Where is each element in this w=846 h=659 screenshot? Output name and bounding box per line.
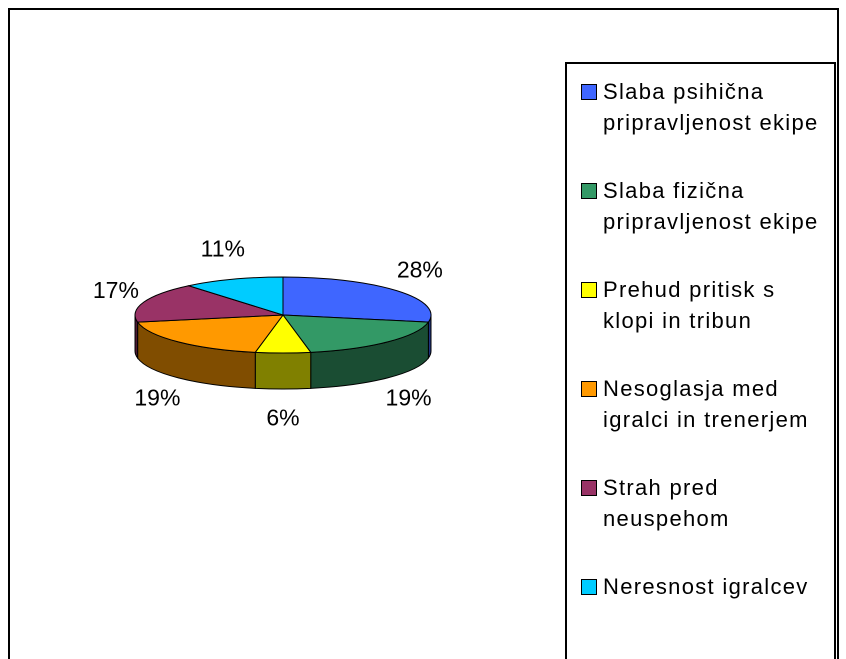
legend-item: Neresnost igralcev [581, 571, 834, 659]
data-label: 19% [386, 384, 432, 410]
slice [134, 285, 284, 323]
legend-item: Prehud pritisk s klopi in tribun [581, 274, 834, 373]
data-label: 28% [397, 256, 443, 282]
legend-item: Slaba fizična pripravljenost ekipe [581, 175, 834, 274]
legend-label: Prehud pritisk s klopi in tribun [603, 277, 776, 333]
legend-swatch [581, 183, 597, 199]
slice [136, 314, 285, 353]
legend-label: Nesoglasja med igralci in trenerjem [603, 376, 809, 432]
data-label: 17% [93, 277, 139, 303]
legend-item: Nesoglasja med igralci in trenerjem [581, 373, 834, 472]
data-label: 19% [134, 384, 180, 410]
legend-label: Strah pred neuspehom [603, 475, 730, 531]
legend-swatch [581, 282, 597, 298]
chart-border [8, 8, 839, 659]
slice [281, 314, 430, 353]
legend: Slaba psihična pripravljenost ekipe Slaba… [565, 62, 836, 659]
legend-label: Slaba fizična pripravljenost ekipe [603, 178, 819, 234]
data-label: 6% [266, 404, 299, 430]
legend-item: Slaba psihična pripravljenost ekipe [581, 76, 834, 175]
data-label: 11% [201, 236, 245, 262]
legend-swatch [581, 381, 597, 397]
legend-label: Neresnost igralcev [603, 574, 809, 599]
legend-swatch [581, 84, 597, 100]
legend-item: Strah pred neuspehom [581, 472, 834, 571]
slice-side [254, 351, 312, 390]
legend-label: Slaba psihična pripravljenost ekipe [603, 79, 819, 135]
slice [282, 276, 432, 323]
legend-swatch [581, 579, 597, 595]
legend-swatch [581, 480, 597, 496]
pie: 28% 19% 6% 19% 17% 11% [93, 236, 443, 431]
slice [186, 276, 284, 316]
